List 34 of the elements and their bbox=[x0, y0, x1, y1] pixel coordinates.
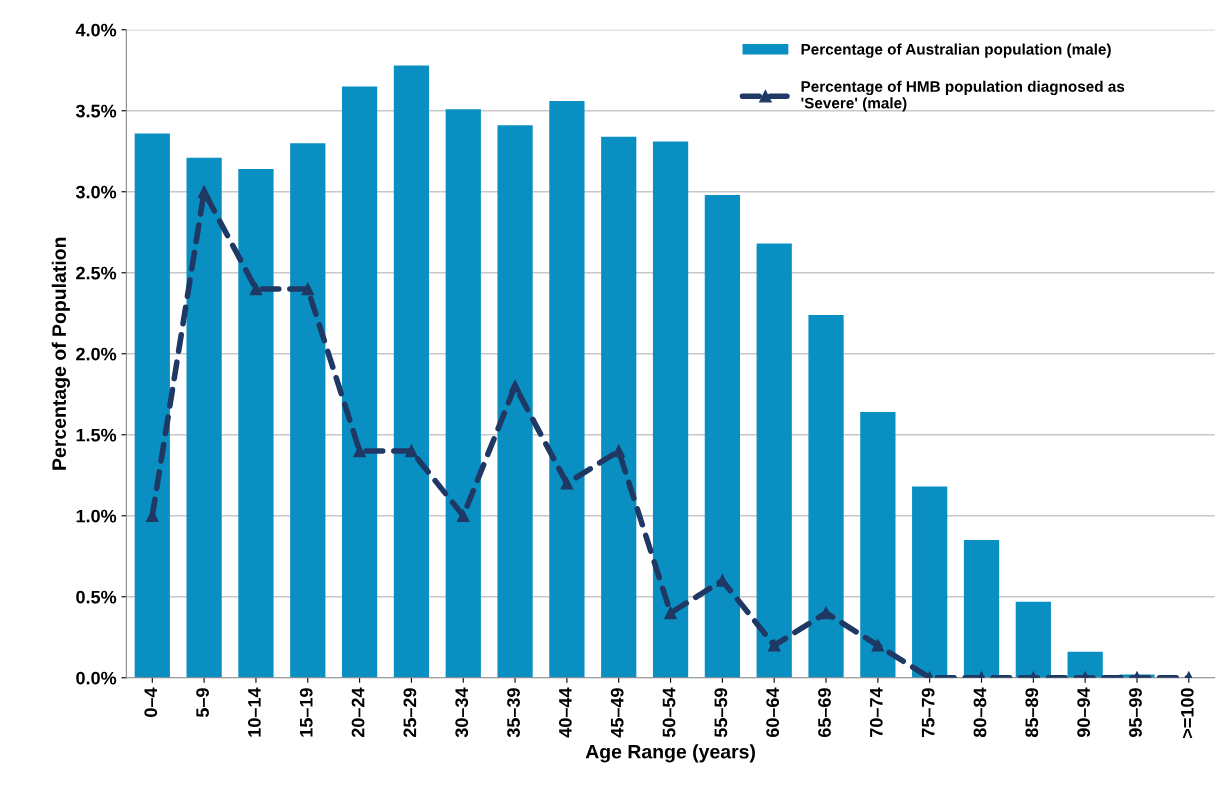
x-tick-label: 40–44 bbox=[558, 687, 572, 738]
x-tick-label: 65–69 bbox=[818, 688, 831, 738]
y-tick-label: 1.5% bbox=[76, 428, 117, 442]
x-tick-label: 10–14 bbox=[248, 687, 261, 737]
x-tick-label: 75–79 bbox=[921, 688, 935, 737]
legend-label: Percentage of HMB population diagnosed as 'Severe' (male) bbox=[801, 80, 1125, 112]
y-tick-label: 3.0% bbox=[75, 185, 117, 199]
x-tick-label: 80–84 bbox=[973, 687, 987, 738]
x-axis-title: Age Range (years) bbox=[585, 744, 755, 763]
x-tick-label: 45–49 bbox=[610, 688, 624, 738]
x-tick-label: 15–19 bbox=[299, 688, 313, 737]
x-tick-label: 60–64 bbox=[766, 687, 780, 738]
x-tick-label: 70–74 bbox=[869, 687, 883, 737]
x-tick-label: 95–99 bbox=[1129, 688, 1142, 738]
y-tick-label: 4.0% bbox=[75, 23, 117, 37]
x-tick-label: 35–39 bbox=[507, 688, 520, 738]
y-axis-title: Percentage of Population bbox=[51, 237, 70, 470]
x-tick-label: 25–29 bbox=[403, 688, 417, 738]
y-tick-label: 2.0% bbox=[76, 347, 117, 361]
x-tick-label: 20–24 bbox=[351, 687, 365, 738]
x-tick-label: 5–9 bbox=[196, 688, 209, 718]
x-tick-label: 85–89 bbox=[1025, 688, 1039, 738]
y-tick-label: 2.5% bbox=[76, 266, 117, 280]
y-tick-label: 1.0% bbox=[76, 509, 117, 523]
y-tick-label: 0.5% bbox=[76, 590, 117, 604]
legend-label: Percentage of Australian population (male) bbox=[801, 43, 1111, 58]
y-tick-label: 0.0% bbox=[76, 671, 117, 685]
y-tick-label: 3.5% bbox=[75, 104, 117, 118]
x-tick-label: 50–54 bbox=[662, 687, 676, 738]
x-tick-label: 90–94 bbox=[1077, 687, 1091, 738]
x-tick-label: 0–4 bbox=[144, 687, 158, 717]
x-tick-label: 55–59 bbox=[714, 688, 728, 738]
x-tick-label: >=100 bbox=[1180, 688, 1194, 738]
x-tick-label: 30–34 bbox=[455, 687, 469, 738]
